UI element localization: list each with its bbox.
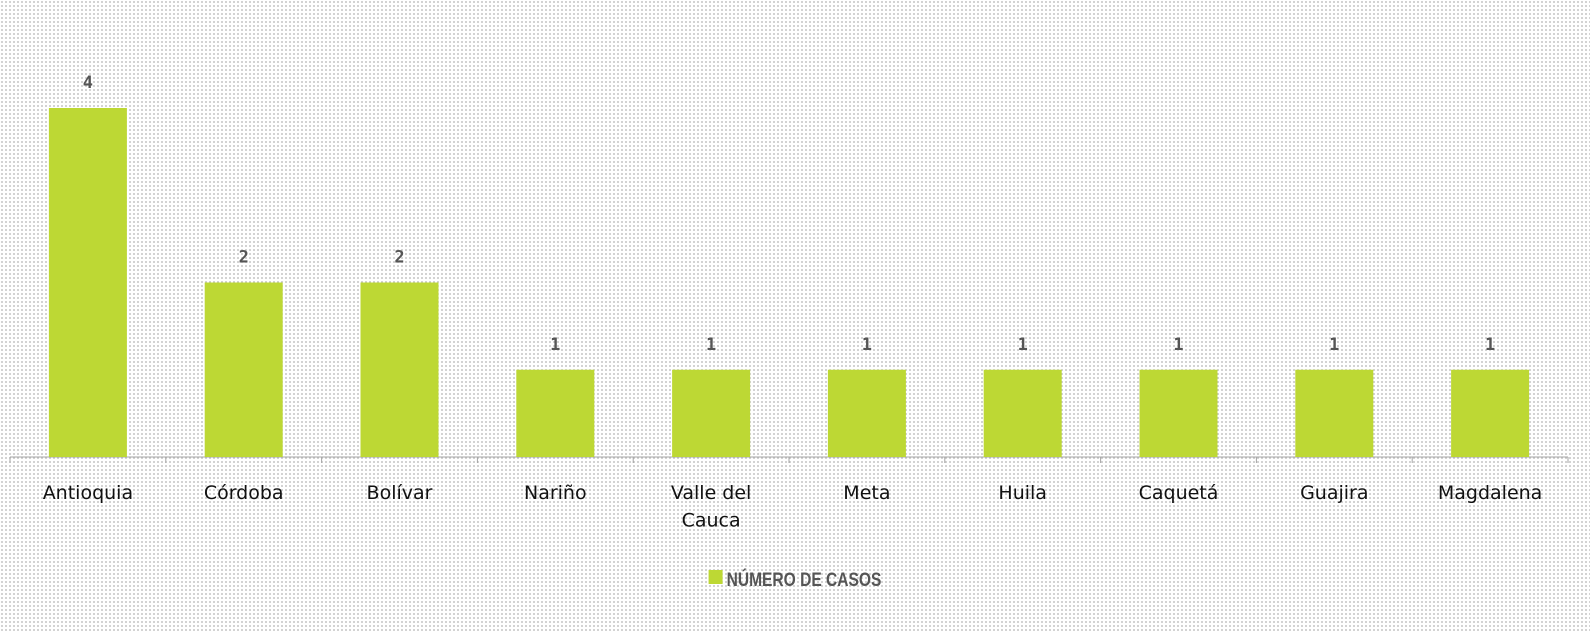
bar	[1295, 369, 1374, 457]
bar	[1139, 369, 1218, 457]
data-label: 1	[1018, 335, 1028, 355]
bar	[827, 369, 906, 457]
x-tick-label: Nariño	[524, 482, 587, 504]
bar	[1451, 369, 1530, 457]
data-label: 4	[83, 73, 93, 93]
x-tick-label: Antioquia	[43, 482, 133, 504]
legend-swatch	[708, 570, 723, 584]
x-tick-label: Bolívar	[367, 482, 433, 504]
bar	[516, 369, 595, 457]
data-label: 1	[1329, 335, 1339, 355]
bar	[48, 108, 127, 457]
bar	[204, 282, 283, 457]
data-label: 2	[239, 248, 249, 268]
data-label: 2	[394, 248, 404, 268]
x-tick-label: Magdalena	[1438, 482, 1542, 504]
bar	[360, 282, 439, 457]
x-tick-label: Guajira	[1300, 482, 1368, 504]
data-label: 1	[1485, 335, 1495, 355]
bar	[983, 369, 1062, 457]
x-tick-label: Caquetá	[1139, 482, 1219, 504]
data-label: 1	[862, 335, 872, 355]
data-label: 1	[706, 335, 716, 355]
x-tick-label: Valle del Cauca	[671, 482, 751, 532]
data-label: 1	[1173, 335, 1183, 355]
data-label: 1	[550, 335, 560, 355]
x-tick-label: Córdoba	[204, 482, 284, 504]
legend-label: NÚMERO DE CASOS	[727, 569, 882, 591]
x-tick-label: Huila	[998, 482, 1047, 504]
bar	[672, 369, 751, 457]
x-tick-label: Meta	[843, 482, 890, 504]
